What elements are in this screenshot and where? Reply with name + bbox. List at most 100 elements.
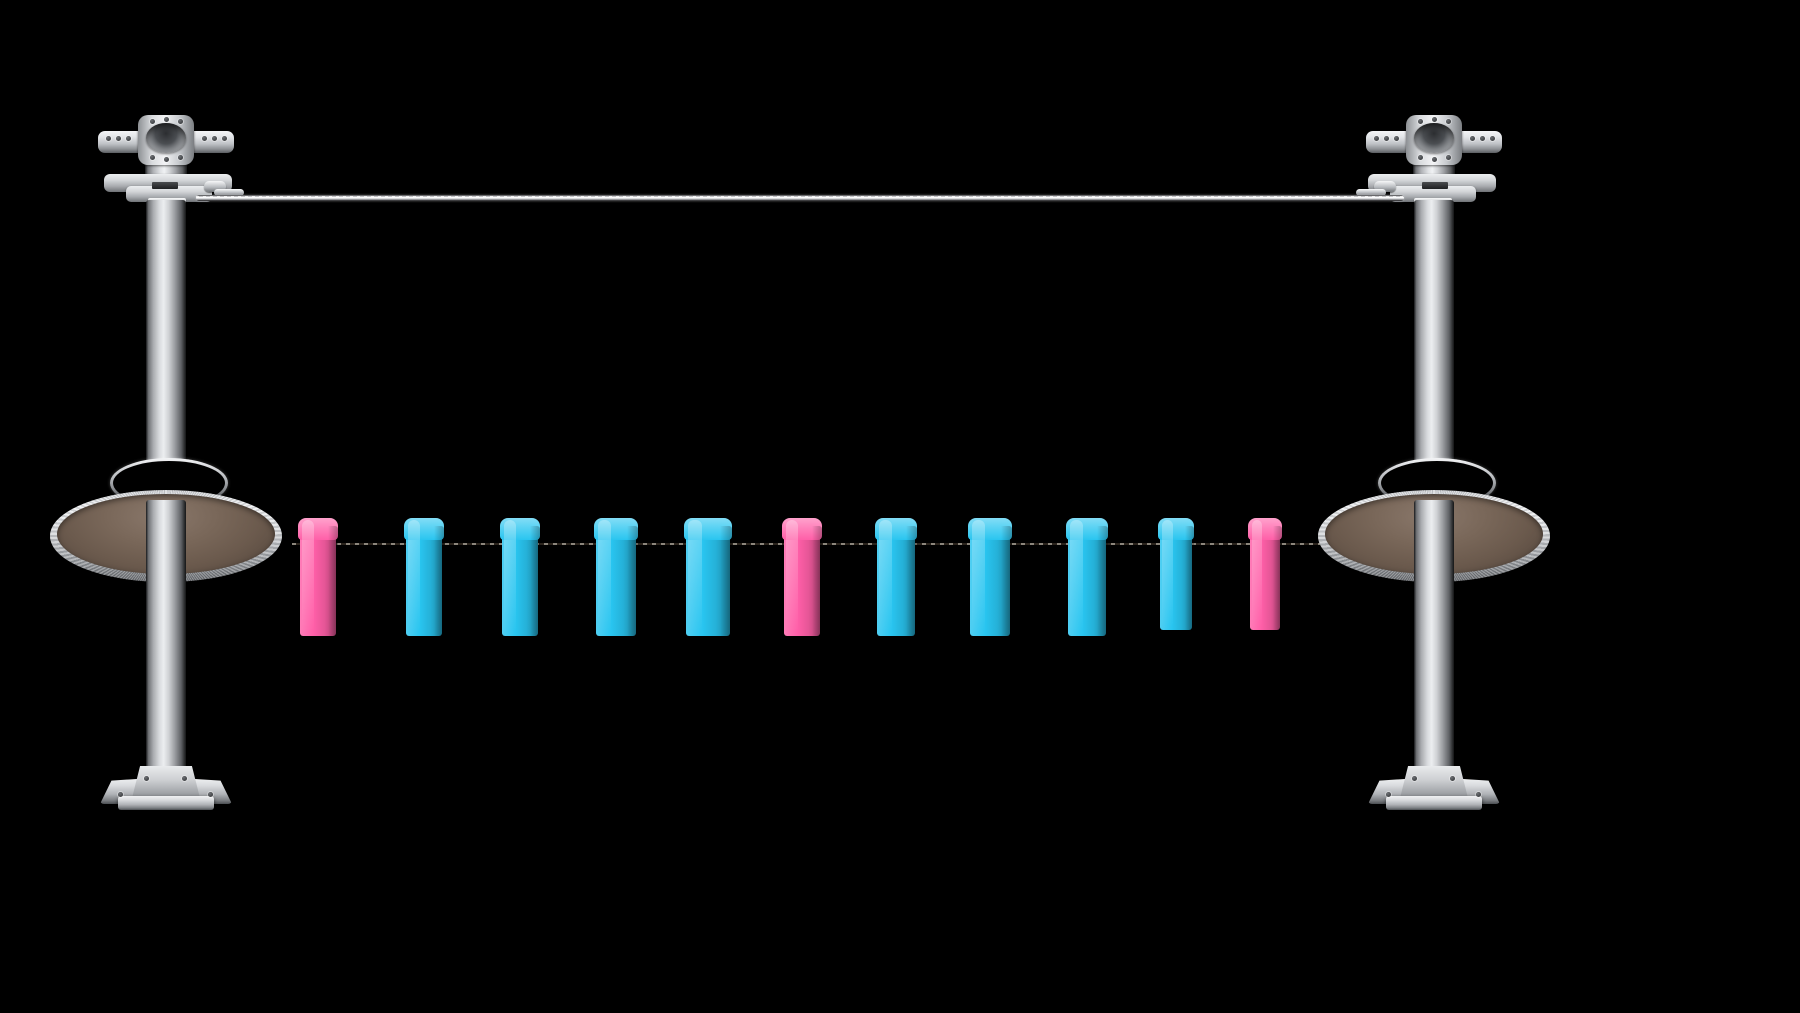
block-body [502,534,538,636]
base-anchor-hole [1412,776,1417,781]
block-8[interactable] [968,518,1012,637]
block-shadow [1273,526,1282,632]
block-shadow [719,526,732,637]
flange-bolt-hole [1470,136,1475,141]
block-3[interactable] [500,518,540,637]
block-shadow [811,526,822,637]
block-cap [782,518,822,540]
block-body [877,534,915,636]
base-anchor-hole [144,776,149,781]
left-post-lower [146,500,186,760]
flange-bolt-hole [1446,119,1451,124]
block-highlight [786,520,798,634]
block-cap [968,518,1012,540]
flange-center-bore [1414,123,1454,153]
block-shadow [529,526,540,637]
block-6[interactable] [782,518,822,637]
block-9[interactable] [1066,518,1108,637]
flange-bolt-hole [116,136,121,141]
base-anchor-hole [1386,792,1391,797]
right-cable-bracket [1356,168,1496,212]
base-anchor-hole [208,792,213,797]
right-flange-plate [1366,115,1502,167]
block-shadow [1184,526,1194,632]
flange-bolt-hole [1490,136,1495,141]
block-5[interactable] [684,518,732,637]
block-cap [404,518,444,540]
flange-bolt-hole [1394,136,1399,141]
flange-bolt-hole [150,119,155,124]
block-1[interactable] [298,518,338,637]
top-safety-cable [196,195,1404,201]
block-4[interactable] [594,518,638,637]
block-cap [875,518,917,540]
block-highlight [879,520,892,634]
bracket-dark-insert [152,182,178,189]
block-body [406,534,442,636]
flange-bolt-hole [106,136,111,141]
block-cap [1066,518,1108,540]
flange-bolt-hole [1432,117,1437,122]
flange-bolt-hole [126,136,131,141]
flange-center-bore [146,123,186,153]
base-anchor-hole [1450,776,1455,781]
flange-bolt-hole [178,155,183,160]
block-highlight [598,520,612,634]
block-shadow [1097,526,1108,637]
turnbuckle-rod [214,189,244,196]
block-shadow [1000,526,1012,637]
block-cap [1158,518,1194,540]
block-highlight [1162,520,1173,628]
flange-bolt-hole [1432,157,1437,162]
block-highlight [1252,520,1263,628]
block-highlight [1070,520,1083,634]
block-10[interactable] [1158,518,1194,632]
block-body [686,534,730,636]
block-shadow [906,526,917,637]
block-body [1250,534,1280,630]
flange-bolt-hole [1384,136,1389,141]
left-cable-bracket [104,168,244,212]
block-highlight [302,520,314,634]
flange-bolt-hole [202,136,207,141]
block-highlight [408,520,420,634]
flange-bolt-hole [164,117,169,122]
block-body [596,534,636,636]
bracket-plate-lower [1390,186,1476,202]
turnbuckle-fitting [1374,181,1396,192]
block-shadow [626,526,638,637]
block-shadow [327,526,338,637]
bracket-dark-insert [1422,182,1448,189]
block-2[interactable] [404,518,444,637]
flange-bolt-hole [1374,136,1379,141]
flange-bolt-hole [1446,155,1451,160]
base-anchor-hole [118,792,123,797]
base-anchor-hole [182,776,187,781]
block-cap [500,518,540,540]
right-base-plate [1368,752,1500,812]
left-flange-plate [98,115,234,167]
block-body [300,534,336,636]
block-cap [298,518,338,540]
flange-bolt-hole [1418,119,1423,124]
block-highlight [688,520,703,634]
right-post-lower [1414,500,1454,760]
flange-bolt-hole [212,136,217,141]
left-base-plate [100,752,232,812]
block-body [1160,534,1192,630]
block-cap [594,518,638,540]
block-shadow [433,526,444,637]
block-highlight [972,520,986,634]
base-foot-front [118,796,214,810]
block-body [784,534,820,636]
block-7[interactable] [875,518,917,637]
block-11[interactable] [1248,518,1282,632]
turnbuckle-fitting [204,181,226,192]
base-anchor-hole [1476,792,1481,797]
block-highlight [504,520,516,634]
base-foot-front [1386,796,1482,810]
turnbuckle-rod [1356,189,1386,196]
flange-bolt-hole [1418,155,1423,160]
